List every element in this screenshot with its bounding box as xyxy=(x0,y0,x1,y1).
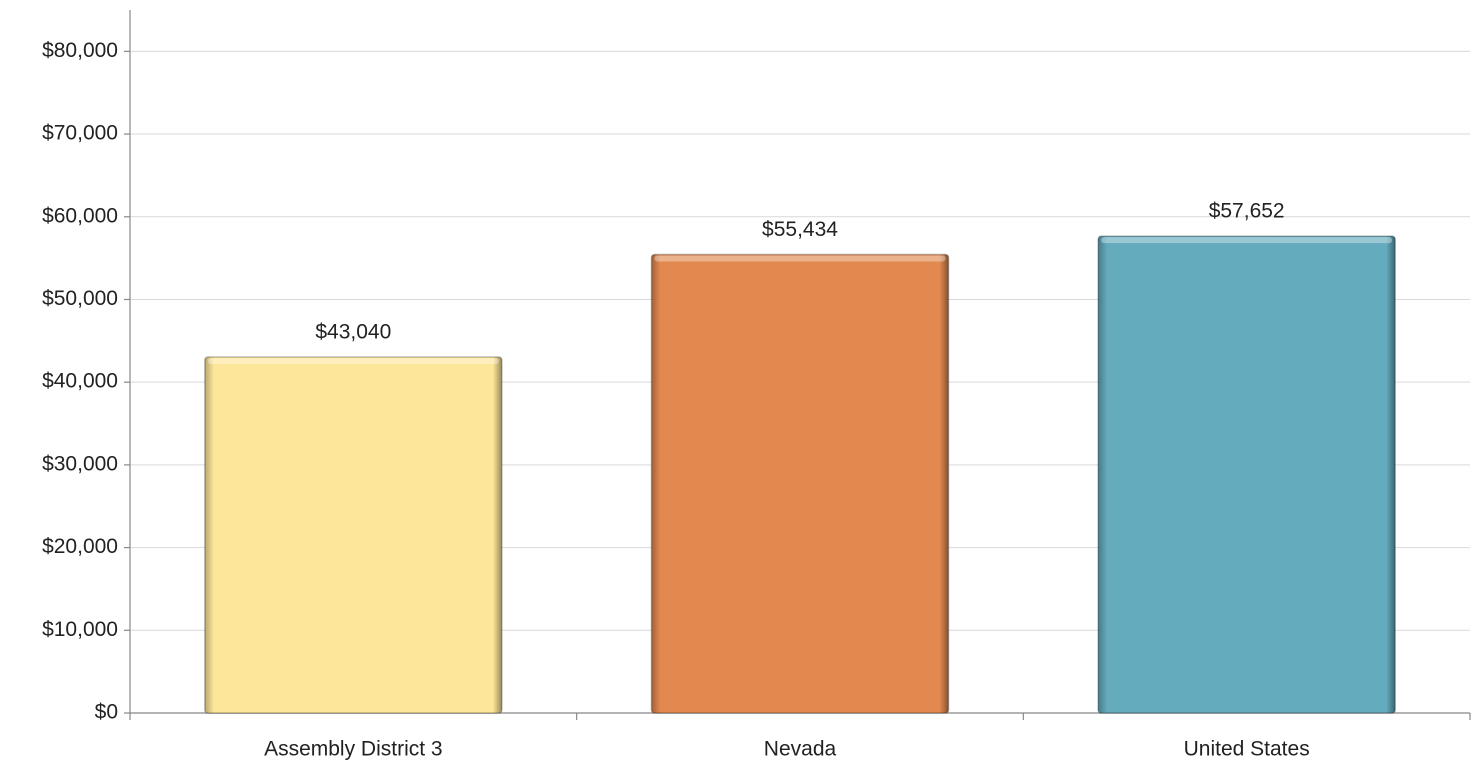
y-tick-label: $20,000 xyxy=(42,535,118,558)
y-tick-label: $30,000 xyxy=(42,452,118,475)
y-tick-label: $0 xyxy=(95,701,118,724)
y-tick-label: $70,000 xyxy=(42,122,118,145)
bar-bevel xyxy=(651,254,949,714)
x-tick-label: Assembly District 3 xyxy=(264,738,443,761)
y-tick-label: $60,000 xyxy=(42,204,118,227)
y-tick-label: $50,000 xyxy=(42,287,118,310)
x-tick-label: Nevada xyxy=(764,738,837,761)
x-tick-label: United States xyxy=(1184,738,1310,761)
value-label: $43,040 xyxy=(315,321,391,344)
bar-highlight xyxy=(654,255,946,262)
y-tick-label: $10,000 xyxy=(42,618,118,641)
value-label: $55,434 xyxy=(762,218,838,241)
bar-bevel xyxy=(1098,236,1396,713)
y-tick-label: $80,000 xyxy=(42,39,118,62)
bar-bevel xyxy=(204,357,502,713)
bar-highlight xyxy=(207,358,499,365)
y-tick-label: $40,000 xyxy=(42,370,118,393)
bar-highlight xyxy=(1101,237,1393,244)
value-label: $57,652 xyxy=(1209,200,1285,223)
